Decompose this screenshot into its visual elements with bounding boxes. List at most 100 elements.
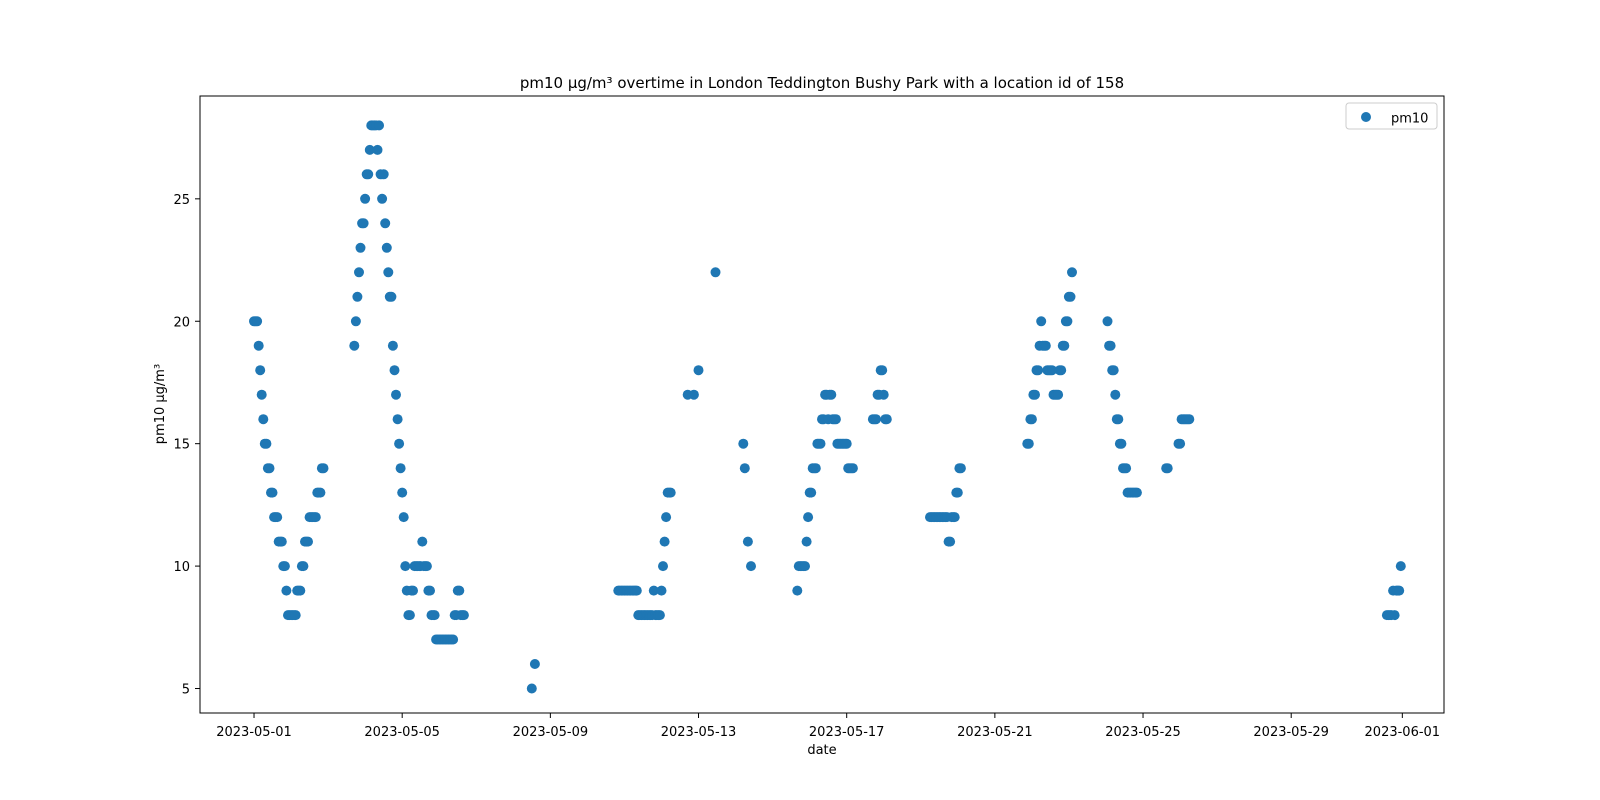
- data-point: [945, 536, 956, 547]
- data-point: [1116, 438, 1127, 449]
- data-point: [267, 487, 278, 498]
- y-tick-label: 10: [173, 560, 190, 575]
- data-point: [310, 512, 321, 523]
- data-point: [394, 438, 405, 449]
- data-point: [1026, 414, 1037, 425]
- data-point: [255, 365, 266, 376]
- data-point: [665, 487, 676, 498]
- data-point: [810, 463, 821, 474]
- data-point: [315, 487, 326, 498]
- data-point: [1053, 389, 1064, 400]
- data-point: [803, 512, 814, 523]
- data-point: [429, 610, 440, 621]
- data-point: [792, 585, 803, 596]
- data-point: [400, 561, 411, 572]
- y-tick-label: 15: [173, 438, 190, 453]
- data-point: [1062, 316, 1073, 327]
- data-point: [710, 267, 721, 278]
- data-point: [417, 536, 428, 547]
- data-point: [746, 561, 756, 572]
- data-point: [648, 585, 659, 596]
- data-point: [425, 585, 435, 596]
- data-point: [458, 610, 469, 621]
- data-point: [738, 438, 749, 449]
- data-point: [454, 585, 465, 596]
- data-point: [387, 340, 398, 351]
- data-point: [952, 487, 963, 498]
- data-point: [363, 169, 374, 180]
- data-point: [1162, 463, 1173, 474]
- data-point: [877, 365, 888, 376]
- data-point: [878, 389, 889, 400]
- data-point: [1059, 340, 1070, 351]
- data-point: [1030, 389, 1040, 400]
- data-point: [378, 169, 389, 180]
- x-tick-label: 2023-05-21: [957, 725, 1033, 740]
- data-point: [688, 389, 699, 400]
- data-point: [408, 585, 418, 596]
- data-point: [1395, 561, 1406, 572]
- data-point: [742, 536, 753, 547]
- data-point: [381, 242, 392, 253]
- y-tick-label: 5: [182, 683, 190, 698]
- data-point: [349, 340, 360, 351]
- data-point: [656, 585, 667, 596]
- x-tick-label: 2023-05-13: [661, 725, 737, 740]
- data-point: [295, 585, 306, 596]
- data-point: [1067, 267, 1077, 278]
- data-point: [281, 585, 292, 596]
- data-point: [360, 193, 371, 204]
- data-point: [303, 536, 313, 547]
- data-point: [815, 438, 826, 449]
- data-point: [847, 463, 858, 474]
- data-point: [380, 218, 391, 229]
- data-point: [372, 144, 383, 155]
- y-axis: 5 10 15 20 25: [173, 193, 200, 698]
- data-point: [1121, 463, 1132, 474]
- data-point: [404, 610, 415, 621]
- data-point: [374, 120, 384, 131]
- data-point: [1175, 438, 1186, 449]
- legend-marker: [1361, 112, 1371, 122]
- data-point: [421, 561, 432, 572]
- data-point: [826, 389, 837, 400]
- data-point: [256, 389, 267, 400]
- data-point: [1033, 365, 1044, 376]
- x-tick-label: 2023-06-01: [1365, 725, 1441, 740]
- data-point: [389, 365, 400, 376]
- legend: pm10: [1345, 102, 1438, 130]
- data-points: [249, 120, 1406, 694]
- data-point: [395, 463, 406, 474]
- data-point: [264, 463, 275, 474]
- data-point: [529, 659, 540, 669]
- data-point: [1065, 291, 1076, 302]
- data-point: [659, 536, 670, 547]
- data-point: [272, 512, 283, 523]
- data-point: [1389, 610, 1400, 621]
- data-point: [693, 365, 704, 376]
- data-point: [377, 193, 388, 204]
- data-point: [258, 414, 269, 425]
- data-point: [739, 463, 750, 474]
- y-axis-label: pm10 µg/m³: [153, 364, 168, 444]
- data-point: [801, 536, 812, 547]
- data-point: [391, 389, 401, 400]
- data-point: [318, 463, 329, 474]
- data-point: [1394, 585, 1405, 596]
- data-point: [350, 316, 361, 327]
- data-point: [386, 291, 397, 302]
- x-tick-label: 2023-05-29: [1253, 725, 1329, 740]
- x-tick-label: 2023-05-05: [364, 725, 440, 740]
- data-point: [661, 512, 672, 523]
- data-point: [1105, 340, 1116, 351]
- x-tick-label: 2023-05-01: [216, 725, 292, 740]
- data-point: [1113, 414, 1124, 425]
- data-point: [806, 487, 817, 498]
- data-point: [881, 414, 892, 425]
- data-point: [298, 561, 309, 572]
- data-point: [358, 218, 369, 229]
- data-point: [1036, 316, 1047, 327]
- data-point: [841, 438, 852, 449]
